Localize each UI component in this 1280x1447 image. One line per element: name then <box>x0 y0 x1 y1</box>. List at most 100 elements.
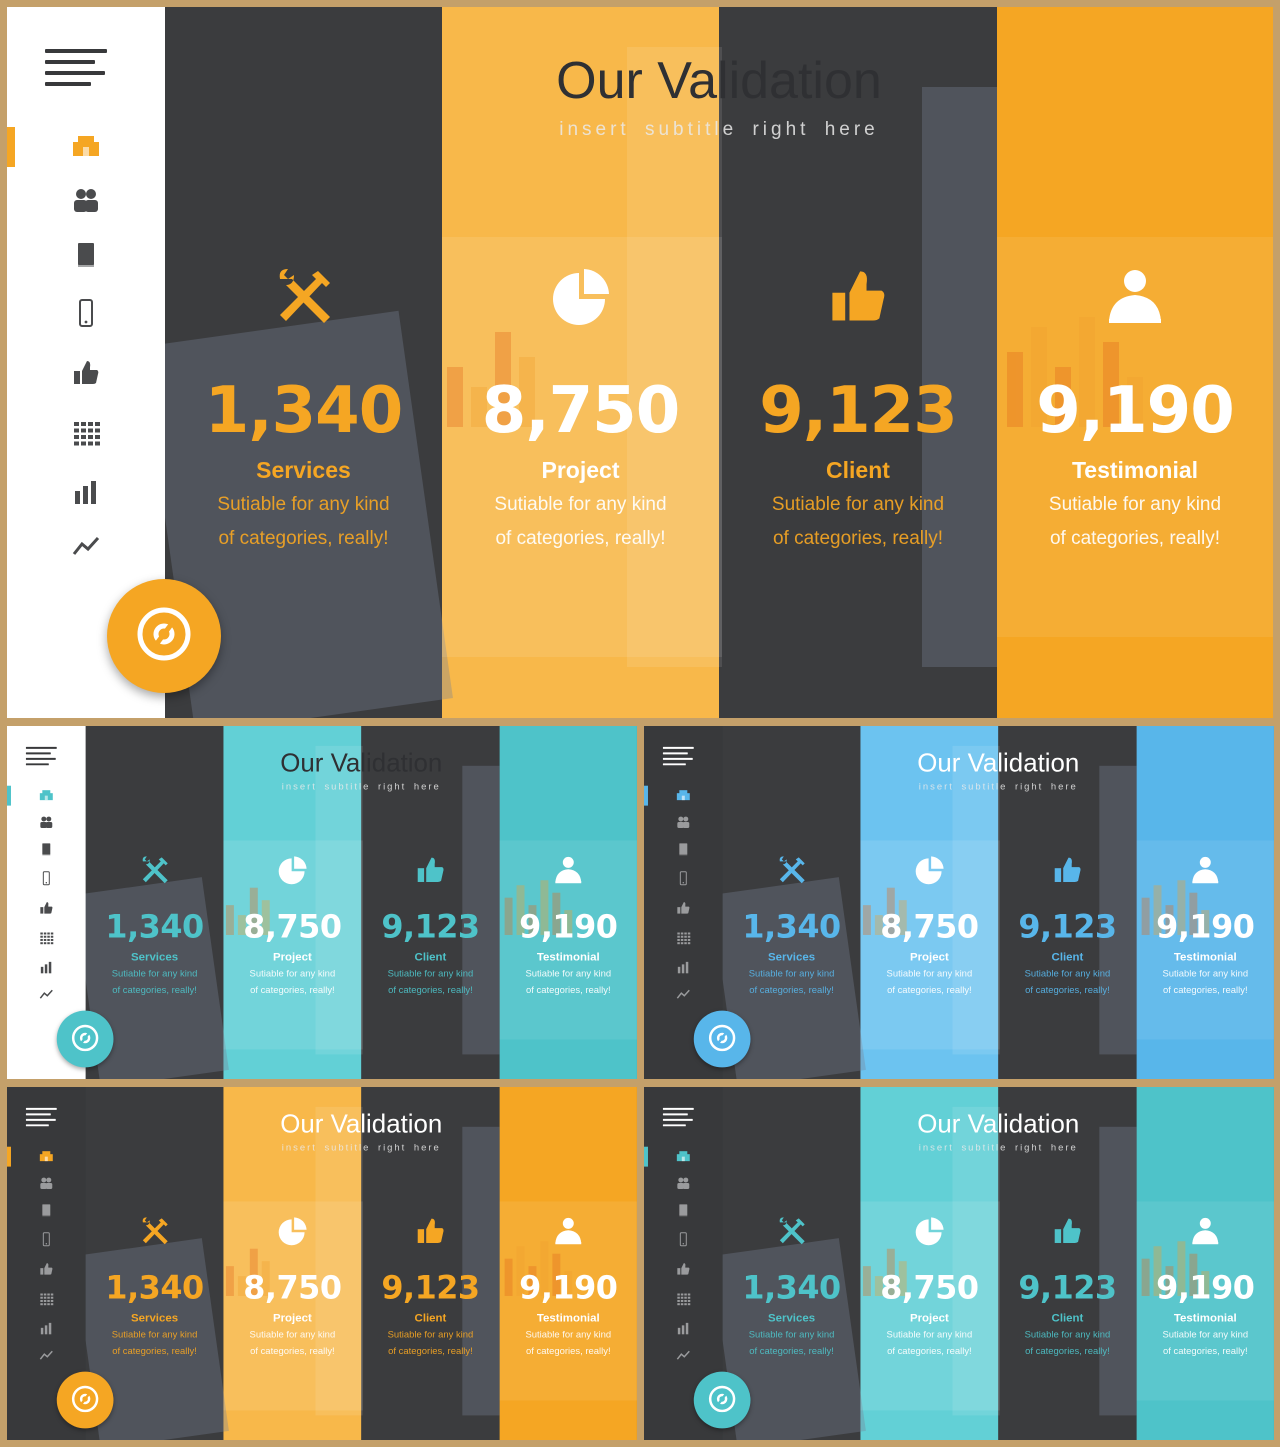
sidebar-item-grid[interactable] <box>644 1290 723 1310</box>
disc-button[interactable] <box>56 1371 114 1429</box>
background-column <box>361 1087 500 1440</box>
stat-value: 9,190 <box>519 1269 618 1307</box>
sidebar-item-bar-chart[interactable] <box>7 1319 86 1339</box>
businessman-icon <box>1137 1211 1274 1251</box>
sidebar-item-bar-chart[interactable] <box>7 474 165 514</box>
menu-icon[interactable] <box>25 1107 57 1127</box>
stat-card-testimonial: 9,190 Testimonial Sutiable for any kind of … <box>500 850 637 999</box>
sidebar-item-book[interactable] <box>7 1201 86 1221</box>
sidebar-item-grid[interactable] <box>644 929 723 949</box>
bar-chart-overlay <box>1141 875 1210 935</box>
stat-card-project: 8,750 Project Sutiable for any kind of cate… <box>442 257 719 556</box>
sidebar-item-grid[interactable] <box>7 929 86 949</box>
sidebar-item-bar-chart[interactable] <box>644 1319 723 1339</box>
thumbs-up-icon <box>676 1261 691 1278</box>
background-column <box>997 7 1273 718</box>
sidebar-item-users[interactable] <box>644 813 723 833</box>
sidebar-item-users[interactable] <box>7 182 165 222</box>
sidebar-item-grid[interactable] <box>7 415 165 455</box>
sidebar-item-home[interactable] <box>7 785 86 806</box>
stat-description: Sutiable for any kind of categories, real… <box>1162 1329 1249 1357</box>
sidebar-item-book[interactable] <box>644 840 723 860</box>
slide-orange-dark: Our Validation insert subtitle right here… <box>7 1087 637 1440</box>
stat-card-project: 8,750 Project Sutiable for any kind of cate… <box>860 1211 998 1360</box>
sidebar-item-home[interactable] <box>644 1146 723 1167</box>
sidebar-item-book[interactable] <box>644 1201 723 1221</box>
menu-icon[interactable] <box>662 1107 694 1127</box>
sidebar-item-phone[interactable] <box>644 1230 723 1250</box>
sidebar-item-home[interactable] <box>7 127 165 167</box>
stat-label: Project <box>272 949 312 963</box>
sidebar-item-phone[interactable] <box>7 1230 86 1250</box>
document-overlay <box>922 87 997 667</box>
stat-description: Sutiable for any kind of categories, real… <box>387 1329 474 1357</box>
page-title: Our Validation <box>556 52 882 110</box>
sidebar-item-home[interactable] <box>7 1146 86 1167</box>
thumbs-up-icon <box>361 1211 499 1251</box>
disc-icon <box>70 1384 100 1416</box>
bar-chart-overlay <box>504 1236 573 1296</box>
stat-label: Testimonial <box>1071 457 1199 483</box>
document-overlay <box>952 1106 1000 1416</box>
stat-label: Services <box>130 949 179 963</box>
sidebar-item-users[interactable] <box>7 813 86 833</box>
users-icon <box>676 814 691 831</box>
sidebar-item-bar-chart[interactable] <box>644 958 723 978</box>
businessman-icon <box>500 1211 637 1251</box>
sidebar-item-trend-line[interactable] <box>644 1346 723 1366</box>
sidebar-item-trend-line[interactable] <box>7 527 165 567</box>
sidebar-item-trend-line[interactable] <box>7 1346 86 1366</box>
sidebar-item-users[interactable] <box>644 1174 723 1194</box>
background-column <box>442 7 719 718</box>
stat-label: Services <box>130 1310 179 1324</box>
disc-button[interactable] <box>693 1010 751 1068</box>
menu-icon[interactable] <box>662 746 694 766</box>
sidebar-item-thumbs-up[interactable] <box>7 355 165 395</box>
stat-value: 9,190 <box>1156 1269 1255 1307</box>
stat-card-client: 9,123 Client Sutiable for any kind of categ… <box>998 850 1136 999</box>
thumbs-up-icon <box>998 1211 1136 1251</box>
slide-blue-dark: Our Validation insert subtitle right here… <box>644 726 1274 1079</box>
sidebar-item-trend-line[interactable] <box>644 985 723 1005</box>
book-icon <box>71 240 101 275</box>
sidebar-item-trend-line[interactable] <box>7 985 86 1005</box>
sidebar-item-book[interactable] <box>7 840 86 860</box>
wrench-screwdriver-icon <box>86 850 224 890</box>
sidebar-item-phone[interactable] <box>7 295 165 335</box>
sidebar-item-book[interactable] <box>7 237 165 277</box>
stat-card-client: 9,123 Client Sutiable for any kind of categ… <box>998 1211 1136 1360</box>
disc-icon <box>134 604 194 669</box>
disc-icon <box>70 1023 100 1055</box>
stat-label: Client <box>1051 1310 1084 1324</box>
sidebar-item-thumbs-up[interactable] <box>644 1260 723 1280</box>
page-subtitle: insert subtitle right here <box>918 781 1078 793</box>
sidebar-item-users[interactable] <box>7 1174 86 1194</box>
active-marker <box>644 1146 648 1167</box>
background-column <box>499 726 637 1079</box>
sidebar-item-home[interactable] <box>644 785 723 806</box>
sidebar-item-bar-chart[interactable] <box>7 958 86 978</box>
disc-button[interactable] <box>56 1010 114 1068</box>
document-overlay <box>627 47 722 667</box>
stat-value: 9,190 <box>1156 908 1255 946</box>
background-column <box>85 1087 224 1440</box>
sidebar-item-thumbs-up[interactable] <box>7 1260 86 1280</box>
disc-button[interactable] <box>107 579 221 693</box>
sidebar-item-phone[interactable] <box>644 869 723 889</box>
stat-description: Sutiable for any kind of categories, real… <box>387 968 474 996</box>
bar-chart-overlay <box>504 875 573 935</box>
disc-button[interactable] <box>693 1371 751 1429</box>
menu-icon[interactable] <box>45 49 107 86</box>
sidebar-item-thumbs-up[interactable] <box>7 899 86 919</box>
sidebar-item-thumbs-up[interactable] <box>644 899 723 919</box>
stat-value: 1,340 <box>105 1269 204 1307</box>
stat-label: Project <box>909 949 949 963</box>
sidebar-item-grid[interactable] <box>7 1290 86 1310</box>
sidebar-item-phone[interactable] <box>7 869 86 889</box>
page-subtitle: insert subtitle right here <box>281 1142 441 1154</box>
menu-icon[interactable] <box>25 746 57 766</box>
bar-chart-overlay <box>1007 307 1143 427</box>
document-overlay <box>1099 1126 1137 1416</box>
stat-card-testimonial: 9,190 Testimonial Sutiable for any kind of … <box>1137 850 1274 999</box>
trend-line-icon <box>39 986 54 1003</box>
